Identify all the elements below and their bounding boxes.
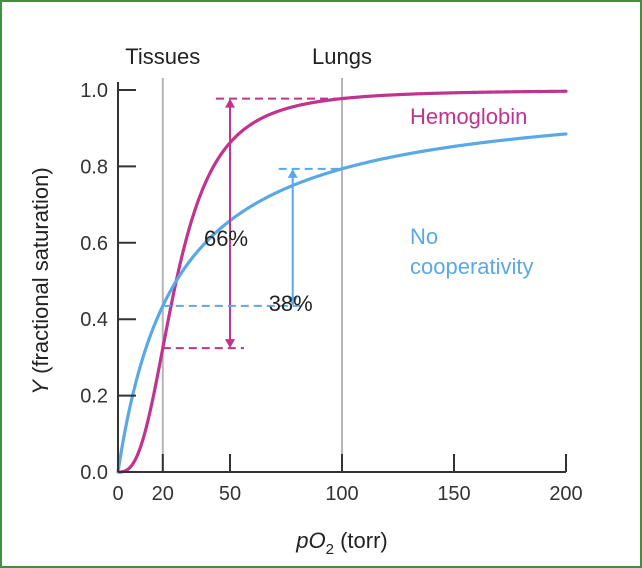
x-axis-title: pO2 (torr) — [295, 528, 387, 558]
difference-label: 66% — [204, 226, 248, 251]
arrowhead-down — [225, 339, 235, 349]
y-axis-title-rest: (fractional saturation) — [28, 167, 53, 380]
difference-label: 38% — [269, 291, 313, 316]
y-tick-label: 0.8 — [80, 156, 108, 178]
series-label-line: cooperativity — [410, 254, 534, 279]
series-curve-no-cooperativity — [116, 132, 568, 474]
x-tick-label: 200 — [549, 483, 582, 505]
x-tick-label: 50 — [219, 483, 241, 505]
y-tick-label: 0.2 — [80, 386, 108, 408]
x-tick-label: 150 — [437, 483, 470, 505]
arrowhead-down — [287, 296, 298, 306]
y-tick-label: 0.6 — [80, 233, 108, 255]
series-label-no-cooperativity: No cooperativity — [410, 224, 534, 279]
x-axis-title-var: pO — [295, 528, 325, 553]
series-label-line: No — [410, 224, 438, 249]
arrowhead-up — [287, 168, 298, 178]
series-label-hemoglobin: Hemoglobin — [410, 104, 527, 129]
x-tick-label: 20 — [152, 483, 174, 505]
y-axis-title-var: Y — [28, 379, 53, 395]
arrowhead-up — [225, 98, 235, 108]
reference-label-tissues: Tissues — [125, 44, 200, 69]
series-curve-hemoglobin — [116, 89, 568, 474]
x-tick-label: 100 — [325, 483, 358, 505]
x-tick-label: 0 — [112, 483, 123, 505]
y-tick-label: 1.0 — [80, 80, 108, 102]
x-axis-title-unit: (torr) — [334, 528, 388, 553]
y-tick-label: 0.0 — [80, 462, 108, 484]
x-axis-title-sub: 2 — [326, 541, 334, 558]
y-axis-title: Y (fractional saturation) — [28, 167, 53, 394]
y-tick-label: 0.4 — [80, 309, 108, 331]
reference-label-lungs: Lungs — [312, 44, 372, 69]
